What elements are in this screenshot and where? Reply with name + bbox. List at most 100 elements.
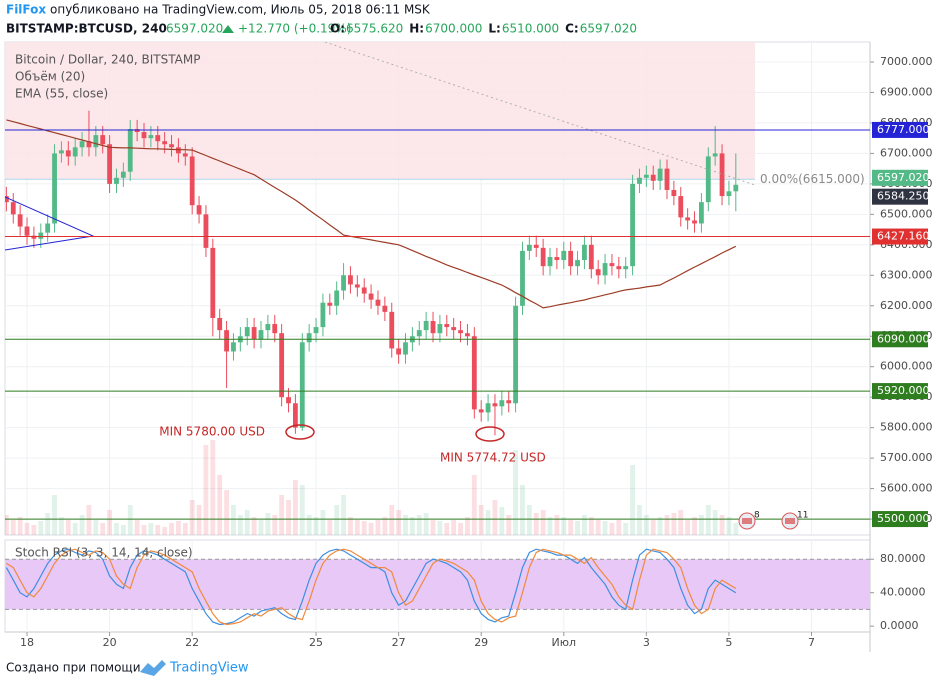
candle-body [698,202,704,224]
published: опубликовано на TradingView.com, Июль 05… [50,3,431,17]
candle-body [451,327,457,331]
x-tick-label: 20 [103,636,117,649]
volume-bar [540,510,546,535]
x-tick-label: 25 [309,636,323,649]
volume-bar [141,525,147,535]
price-tag [872,188,928,205]
level-tag [872,121,928,138]
ohlc-label: H: [409,22,424,36]
volume-bar [182,523,188,535]
volume-bar [685,520,691,535]
volume-bar [458,523,463,535]
volume-bar [265,513,271,535]
candle-body [705,156,711,203]
candle-body [423,320,429,331]
footer-brand[interactable]: TradingView [169,661,249,676]
candle-body [52,153,57,224]
level-tag [872,228,928,245]
volume-bar [292,480,298,535]
volume-bar [465,517,470,535]
candle-body [59,150,64,154]
badge-count: 8 [754,511,760,521]
candle-body [430,320,436,334]
candle-body [286,397,291,404]
candle-body [416,330,422,337]
annotation: MIN 5780.00 USD [159,425,265,439]
volume-bar [279,495,285,535]
min-circle [475,426,505,442]
volume-bar [348,517,353,535]
volume-bar [671,513,677,535]
candle-body [169,144,174,148]
price-tag-label: 6597.020 [877,171,930,184]
volume-bar [299,485,305,535]
candle-body [547,257,553,267]
stoch-legend: Stoch RSI (3, 3, 14, 14, close) [15,546,193,560]
candle-body [568,250,574,267]
volume-bar [733,523,739,535]
volume-bar [575,521,580,535]
candle-body [148,135,154,139]
volume-bar [31,525,37,535]
candle-body [458,330,463,334]
ohlc-value: 6597.020 [580,22,637,36]
candle-body [203,214,209,248]
volume-bar [375,520,381,535]
volume-bar [726,517,732,535]
volume-bar [678,510,684,535]
candle-body [31,235,37,239]
candle-body [327,302,333,306]
candle-body [485,403,491,413]
candle-body [231,342,236,352]
volume-bar [320,510,326,535]
candle-body [643,174,649,178]
x-tick-label: 3 [643,636,650,649]
volume-bar [595,520,601,535]
candle-body [692,220,697,224]
volume-bar [52,495,57,535]
candle-body [492,403,498,407]
y-tick-label: 6900.000 [880,85,933,98]
volume-bar [719,515,725,535]
candle-body [575,260,580,267]
volume-bar [148,523,154,535]
volume-bar [59,517,64,535]
volume-bar [623,523,629,535]
candle-body [189,156,195,206]
candle-body [533,244,539,248]
volume-bar [526,505,532,535]
candle-body [17,214,23,227]
legend-text: Объём (20) [15,70,85,84]
volume-bar [306,515,312,535]
candle-body [465,333,470,337]
candle-body [588,244,594,270]
volume-bar [513,450,519,535]
candle-body [272,324,278,334]
candle-body [224,330,229,352]
y-tick-label: 6200.000 [880,299,933,312]
volume-bar [24,523,30,535]
candle-body [712,153,718,157]
volume-bar [471,475,477,535]
volume-bar [485,510,491,535]
candle-body [609,263,615,267]
candle-body [382,305,388,312]
volume-bar [231,505,236,535]
volume-bar [664,515,670,535]
author[interactable]: FilFox [6,3,46,17]
y-tick-label: 7000.000 [880,55,933,68]
volume-bar [93,520,99,535]
badge-flag [785,518,795,524]
x-tick-label: 29 [474,636,488,649]
change: +12.770 (+0.19%) [238,22,351,36]
price-tag [872,169,928,186]
volume-bar [533,513,539,535]
volume-bar [692,517,697,535]
candle-body [444,324,450,328]
volume-bar [327,520,333,535]
candle-body [354,284,360,288]
volume-bar [134,520,140,535]
volume-bar [38,521,44,535]
volume-bar [451,520,457,535]
candle-body [176,147,181,154]
